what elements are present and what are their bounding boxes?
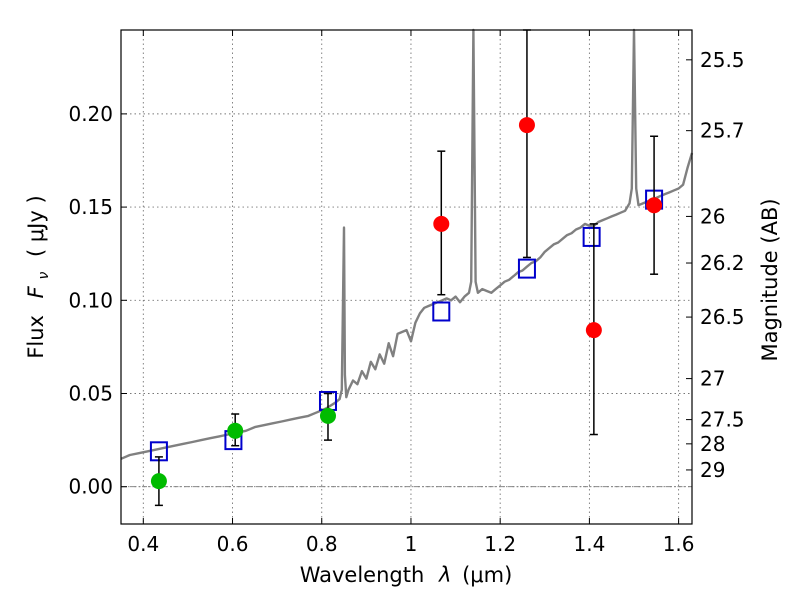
y2-axis-label: Magnitude (AB) (758, 198, 782, 361)
y-axis-ticks: 0.00 0.05 0.10 0.15 0.20 (68, 102, 127, 499)
y2-tick-label: 29 (700, 458, 725, 482)
detection-point (150, 473, 167, 490)
y-tick-label: 0.10 (68, 288, 113, 312)
y-tick-label: 0.00 (68, 475, 113, 499)
x-tick-label: 0.4 (127, 532, 159, 556)
nondetection-point (433, 215, 450, 232)
detection-point (319, 407, 336, 424)
plot-frame (120, 29, 693, 525)
nondetection-point (585, 322, 602, 339)
y2-tick-label: 25.7 (700, 119, 745, 143)
y-tick-label: 0.15 (68, 195, 113, 219)
x-tick-label: 1 (405, 532, 418, 556)
y2-tick-label: 25.5 (700, 48, 745, 72)
nondetection-point (646, 197, 663, 214)
model-boxes (149, 189, 664, 462)
y-tick-label: 0.05 (68, 382, 113, 406)
nondetection-point (518, 117, 535, 134)
y2-tick-label: 27.5 (700, 408, 745, 432)
y-tick-label: 0.20 (68, 102, 113, 126)
model-box (432, 301, 451, 322)
detection-point (227, 422, 244, 439)
spectrum-line (120, 28, 694, 460)
y2-tick-label: 26 (700, 204, 725, 228)
x-tick-label: 0.6 (217, 532, 249, 556)
spectrum-series (120, 28, 694, 460)
y2-tick-label: 26.2 (700, 251, 745, 275)
x-axis-label: Wavelength λ (μm) (300, 563, 513, 587)
x-tick-label: 0.8 (306, 532, 338, 556)
observations (150, 29, 663, 507)
model-box (582, 226, 601, 247)
y2-tick-label: 28 (700, 432, 725, 456)
y2-tick-label: 26.5 (700, 305, 745, 329)
y2-tick-label: 27 (700, 367, 725, 391)
x-tick-label: 1.2 (484, 532, 516, 556)
y-axis-label: Flux F ν ( μJy ) (24, 195, 53, 358)
grid-lines (121, 30, 692, 524)
x-axis-ticks: 0.4 0.6 0.8 1 1.2 1.4 1.6 (127, 30, 695, 556)
model-box (517, 258, 536, 279)
x-tick-label: 1.4 (573, 532, 605, 556)
x-tick-label: 1.6 (663, 532, 695, 556)
